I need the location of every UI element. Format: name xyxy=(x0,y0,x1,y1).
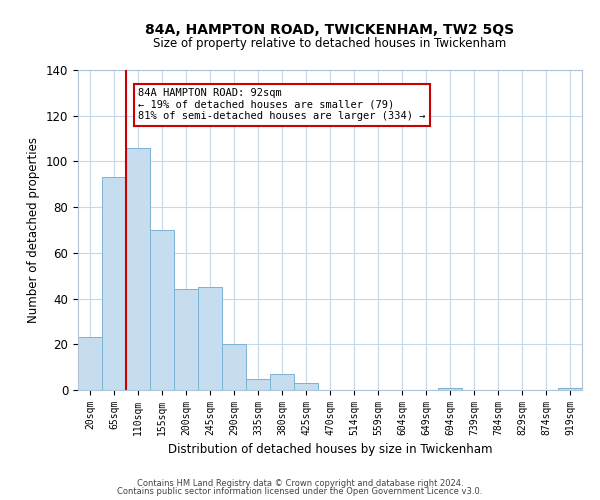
Y-axis label: Number of detached properties: Number of detached properties xyxy=(28,137,40,323)
Text: 84A HAMPTON ROAD: 92sqm
← 19% of detached houses are smaller (79)
81% of semi-de: 84A HAMPTON ROAD: 92sqm ← 19% of detache… xyxy=(138,88,425,122)
Bar xyxy=(246,378,270,390)
Text: Contains HM Land Registry data © Crown copyright and database right 2024.: Contains HM Land Registry data © Crown c… xyxy=(137,478,463,488)
Text: 84A, HAMPTON ROAD, TWICKENHAM, TW2 5QS: 84A, HAMPTON ROAD, TWICKENHAM, TW2 5QS xyxy=(145,22,515,36)
Bar xyxy=(438,388,462,390)
Bar xyxy=(78,338,102,390)
Bar xyxy=(102,178,126,390)
Bar xyxy=(174,290,198,390)
Bar xyxy=(294,383,318,390)
Bar xyxy=(198,287,222,390)
Bar xyxy=(558,388,582,390)
Bar xyxy=(270,374,294,390)
Bar xyxy=(222,344,246,390)
Text: Size of property relative to detached houses in Twickenham: Size of property relative to detached ho… xyxy=(154,38,506,51)
Text: Contains public sector information licensed under the Open Government Licence v3: Contains public sector information licen… xyxy=(118,487,482,496)
Bar xyxy=(126,148,150,390)
Bar xyxy=(150,230,174,390)
X-axis label: Distribution of detached houses by size in Twickenham: Distribution of detached houses by size … xyxy=(168,444,492,456)
